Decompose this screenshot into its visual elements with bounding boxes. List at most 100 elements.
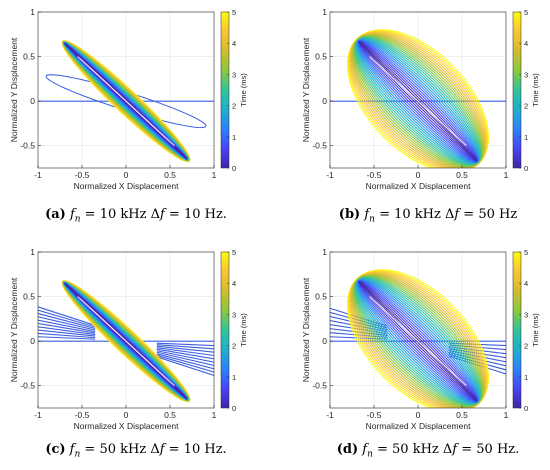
caption-label: (b) [338, 207, 361, 222]
colorbar-tick-label: 3 [524, 70, 528, 79]
x-axis-label: Normalized X Displacement [74, 421, 180, 431]
colorbar-label: Time (ms) [531, 73, 540, 107]
colorbar-tick-label: 0 [524, 164, 528, 173]
fan-line-left [38, 306, 96, 326]
x-tick-label: 0.5 [164, 410, 176, 420]
caption-fn: = 50 kHz Δ [372, 442, 453, 457]
x-tick-label: 1 [212, 410, 217, 420]
y-tick-label: 0 [30, 336, 35, 346]
colorbar-tick-label: 2 [232, 102, 236, 111]
caption-c: (c) fn = 50 kHz Δf = 10 Hz. [45, 442, 227, 460]
colorbar [512, 251, 522, 409]
x-tick-label: 0 [124, 170, 129, 180]
x-tick-label: -1 [34, 170, 42, 180]
x-axis-label: Normalized X Displacement [366, 181, 472, 191]
y-axis-label: Normalized Y Displacement [9, 277, 19, 382]
colorbar-tick-label: 4 [232, 279, 236, 288]
center-streak [77, 56, 175, 147]
subplot-b: -1 -0.5 0 0.5 1 -0.5 0 0.5 1 Normalized X Displac… [301, 7, 540, 191]
colorbar-tick-label: 3 [232, 70, 236, 79]
y-tick-label: 0 [322, 336, 327, 346]
colorbar-tick-label: 0 [524, 404, 528, 413]
fan-line-right [156, 356, 214, 377]
fan-line-left [38, 309, 96, 328]
x-tick-label: -0.5 [75, 410, 90, 420]
x-axis-label: Normalized X Displacement [366, 421, 472, 431]
subplot-d: -1 -0.5 0 0.5 1 -0.5 0 0.5 1 Normalized X Displac… [301, 247, 540, 431]
ellipse-trace [358, 281, 478, 402]
y-axis-label: Normalized Y Displacement [301, 37, 311, 142]
colorbar-tick-label: 3 [524, 310, 528, 319]
y-axis-label: Normalized Y Displacement [301, 277, 311, 382]
y-tick-label: 0.5 [23, 52, 35, 62]
colorbar [220, 251, 230, 409]
fan-line-left [38, 316, 96, 331]
caption-df: = 10 Hz. [164, 442, 227, 457]
center-streak [369, 56, 467, 147]
colorbar-label: Time (ms) [531, 313, 540, 347]
colorbar-tick-label: 0 [232, 404, 236, 413]
caption-a: (a) fn = 10 kHz Δf = 10 Hz. [45, 207, 227, 225]
colorbar-label: Time (ms) [239, 313, 248, 347]
x-tick-label: 0.5 [456, 410, 468, 420]
trace-group [38, 280, 214, 403]
x-tick-label: -1 [326, 410, 334, 420]
colorbar-tick-label: 4 [232, 39, 236, 48]
colorbar-tick-label: 5 [232, 248, 236, 257]
x-tick-label: -1 [34, 410, 42, 420]
caption-fn: = 50 kHz Δ [80, 442, 160, 457]
colorbar-tick-label: 1 [524, 133, 528, 142]
fan-line-right [156, 348, 214, 360]
colorbar-tick-label: 1 [524, 373, 528, 382]
trace-group [38, 40, 214, 163]
y-tick-label: 0.5 [315, 292, 327, 302]
fan-line-right [448, 350, 506, 363]
caption-b: (b) fn = 10 kHz Δf = 50 Hz [338, 207, 518, 225]
fan-line-right [156, 345, 214, 353]
center-streak [77, 296, 175, 387]
fan-line-left [38, 336, 96, 340]
y-tick-label: 1 [322, 7, 327, 17]
fan-line-right [156, 351, 214, 367]
x-tick-label: 0 [416, 410, 421, 420]
trace-group [330, 269, 506, 408]
caption-label: (d) [336, 442, 359, 457]
colorbar-tick-label: 5 [524, 248, 528, 257]
trace-group [330, 29, 506, 168]
colorbar [220, 11, 230, 169]
y-axis-label: Normalized Y Displacement [9, 37, 19, 142]
colorbar-tick-label: 1 [232, 133, 236, 142]
y-tick-label: 1 [30, 247, 35, 257]
colorbar-label: Time (ms) [239, 73, 248, 107]
fan-line-right [156, 353, 214, 370]
colorbar-tick-label: 4 [524, 279, 528, 288]
colorbar-tick-label: 4 [524, 39, 528, 48]
colorbar-tick-label: 5 [524, 8, 528, 17]
fan-line-right [156, 354, 214, 373]
colorbar-tick-label: 5 [232, 8, 236, 17]
x-tick-label: 0.5 [456, 170, 468, 180]
y-tick-label: 0 [322, 96, 327, 106]
x-tick-label: 0 [416, 170, 421, 180]
caption-label: (a) [45, 207, 66, 222]
colorbar-tick-label: 0 [232, 164, 236, 173]
fan-line-left [330, 319, 388, 333]
fan-line-right [156, 350, 214, 363]
colorbar-tick-label: 1 [232, 373, 236, 382]
fan-line-left [38, 329, 96, 337]
subplot-c: -1 -0.5 0 0.5 1 -0.5 0 0.5 1 Normalized X Displac… [9, 247, 248, 431]
x-tick-label: 1 [212, 170, 217, 180]
ramp-ellipse [45, 74, 207, 129]
y-tick-label: -0.5 [20, 381, 35, 391]
caption-label: (c) [45, 442, 66, 457]
fan-line-left [38, 332, 96, 339]
x-tick-label: -0.5 [367, 170, 382, 180]
y-tick-label: -0.5 [312, 141, 327, 151]
subplot-a: -1 -0.5 0 0.5 1 -0.5 0 0.5 1 Normalized X Displac… [9, 7, 248, 191]
x-tick-label: 0 [124, 410, 129, 420]
fan-line-left [38, 322, 96, 334]
y-tick-label: 0.5 [315, 52, 327, 62]
x-tick-label: 1 [504, 170, 509, 180]
colorbar-tick-label: 3 [232, 310, 236, 319]
